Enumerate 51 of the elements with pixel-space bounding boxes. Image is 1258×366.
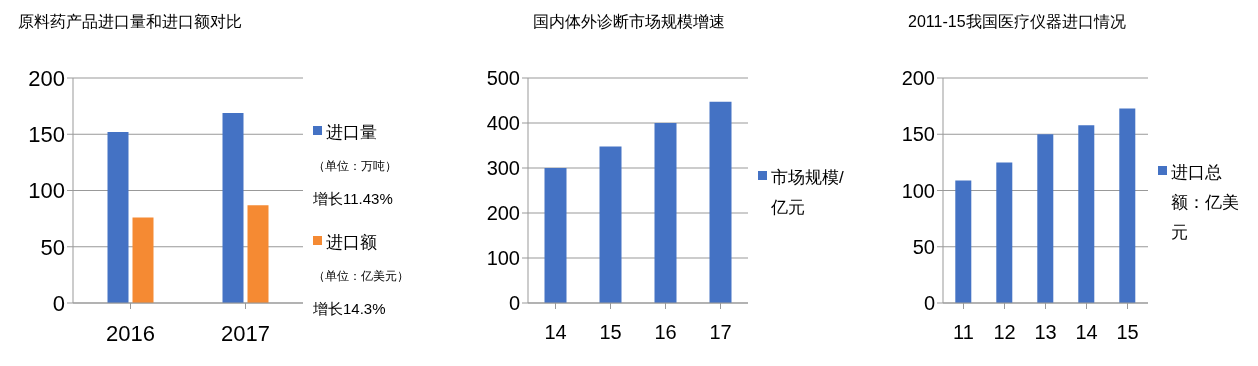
x-tick-label: 2016 [106, 320, 155, 346]
x-tick-label: 2017 [221, 320, 270, 346]
y-tick-label: 50 [40, 234, 65, 260]
bar [1078, 125, 1095, 303]
x-tick-label: 12 [993, 321, 1016, 344]
y-tick-label: 200 [486, 202, 520, 225]
text: 增长14.3% [313, 299, 387, 319]
y-tick-label: 400 [486, 112, 520, 135]
x-tick-label: 15 [1116, 321, 1139, 344]
y-tick-label: 500 [486, 67, 520, 90]
y-tick-label: 200 [901, 67, 935, 90]
text: 增长11.43% [313, 189, 394, 209]
bar [1119, 108, 1136, 303]
y-tick-label: 100 [28, 178, 65, 204]
text: （单位：万吨） [313, 158, 398, 175]
x-tick-label: 14 [544, 321, 567, 344]
bar [107, 132, 129, 303]
legend-label: 进口量 [326, 122, 377, 144]
y-tick-label: 200 [28, 65, 65, 91]
legend-label: 进口总额：亿美元 [1171, 162, 1240, 244]
x-tick-label: 15 [599, 321, 622, 344]
chart-title: 国内体外诊断市场规模增速 [533, 12, 725, 32]
bar [599, 146, 622, 303]
chart-title: 2011-15我国医疗仪器进口情况 [908, 12, 1126, 32]
x-tick-label: 14 [1075, 321, 1098, 344]
y-tick-label: 0 [508, 292, 520, 315]
bar [1037, 134, 1054, 303]
bar [996, 162, 1013, 303]
bar [132, 217, 154, 303]
y-tick-label: 100 [486, 247, 520, 270]
bar [544, 168, 567, 303]
bar [709, 101, 732, 303]
bar [654, 123, 677, 303]
x-tick-label: 13 [1034, 321, 1057, 344]
bar [955, 180, 972, 303]
x-tick-label: 11 [953, 321, 974, 344]
y-tick-label: 150 [28, 122, 65, 148]
bar [222, 112, 244, 303]
text: （单位：亿美元） [313, 268, 410, 285]
legend-label: 进口额 [326, 232, 377, 254]
bar [247, 205, 269, 303]
y-tick-label: 0 [52, 290, 65, 316]
y-tick-label: 300 [486, 157, 520, 180]
legend-label: 市场规模/亿元 [771, 167, 845, 219]
y-tick-label: 150 [901, 123, 935, 146]
y-tick-label: 50 [912, 235, 935, 258]
x-tick-label: 17 [709, 321, 732, 344]
y-tick-label: 0 [923, 292, 935, 315]
x-tick-label: 16 [654, 321, 677, 344]
chart-title: 原料药产品进口量和进口额对比 [18, 12, 242, 32]
y-tick-label: 100 [901, 179, 935, 202]
